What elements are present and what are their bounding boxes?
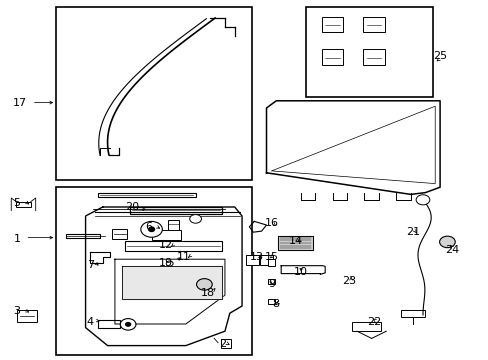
Bar bbox=[129, 207, 222, 214]
Bar bbox=[124, 241, 222, 251]
Circle shape bbox=[439, 236, 454, 248]
Polygon shape bbox=[266, 101, 439, 194]
Text: 17: 17 bbox=[13, 98, 26, 108]
Text: 3: 3 bbox=[14, 306, 20, 316]
Text: 6: 6 bbox=[145, 222, 152, 232]
Text: 19: 19 bbox=[159, 258, 173, 268]
Text: 16: 16 bbox=[264, 218, 278, 228]
Circle shape bbox=[141, 221, 162, 237]
Bar bbox=[267, 299, 274, 304]
Text: 23: 23 bbox=[342, 276, 356, 286]
Text: 22: 22 bbox=[366, 317, 381, 327]
Text: 15: 15 bbox=[264, 252, 278, 262]
Bar bbox=[260, 255, 273, 265]
Bar bbox=[98, 193, 195, 197]
Text: 18: 18 bbox=[201, 288, 214, 298]
Bar bbox=[363, 17, 384, 32]
Text: 24: 24 bbox=[444, 245, 459, 255]
Circle shape bbox=[415, 195, 429, 205]
Text: 20: 20 bbox=[125, 202, 139, 212]
Bar bbox=[56, 7, 251, 180]
Text: 12: 12 bbox=[159, 240, 173, 250]
Text: 2: 2 bbox=[219, 339, 225, 349]
Circle shape bbox=[148, 227, 154, 231]
Text: 7: 7 bbox=[87, 260, 94, 270]
Bar bbox=[267, 279, 274, 284]
Bar bbox=[321, 49, 343, 65]
Bar bbox=[112, 229, 127, 239]
Bar bbox=[17, 310, 37, 322]
Text: 13: 13 bbox=[249, 252, 263, 262]
Circle shape bbox=[125, 323, 130, 326]
Text: 4: 4 bbox=[87, 317, 94, 327]
Bar bbox=[305, 7, 432, 97]
Bar bbox=[161, 259, 178, 268]
Circle shape bbox=[196, 279, 212, 290]
Text: 25: 25 bbox=[432, 51, 446, 61]
Bar bbox=[16, 202, 31, 207]
Polygon shape bbox=[85, 207, 242, 346]
Text: 5: 5 bbox=[14, 198, 20, 208]
Bar bbox=[221, 339, 230, 348]
Text: 21: 21 bbox=[406, 227, 419, 237]
Polygon shape bbox=[281, 266, 325, 274]
Circle shape bbox=[120, 319, 136, 330]
Bar bbox=[321, 17, 343, 32]
Text: 10: 10 bbox=[293, 267, 307, 277]
Bar bbox=[98, 320, 120, 328]
Bar bbox=[151, 230, 181, 240]
Text: 8: 8 bbox=[272, 299, 279, 309]
Circle shape bbox=[189, 215, 201, 223]
Bar bbox=[245, 255, 259, 265]
Bar bbox=[56, 187, 251, 355]
Text: 9: 9 bbox=[267, 279, 274, 289]
Bar bbox=[400, 310, 425, 317]
Polygon shape bbox=[277, 236, 312, 250]
Text: 14: 14 bbox=[288, 236, 302, 246]
Circle shape bbox=[166, 261, 173, 266]
Text: 11: 11 bbox=[176, 252, 190, 262]
Polygon shape bbox=[122, 266, 222, 299]
Bar bbox=[167, 220, 179, 232]
Bar bbox=[363, 49, 384, 65]
Bar bbox=[267, 259, 274, 266]
Bar bbox=[66, 234, 100, 238]
Text: 1: 1 bbox=[14, 234, 20, 244]
Bar bbox=[351, 322, 381, 331]
